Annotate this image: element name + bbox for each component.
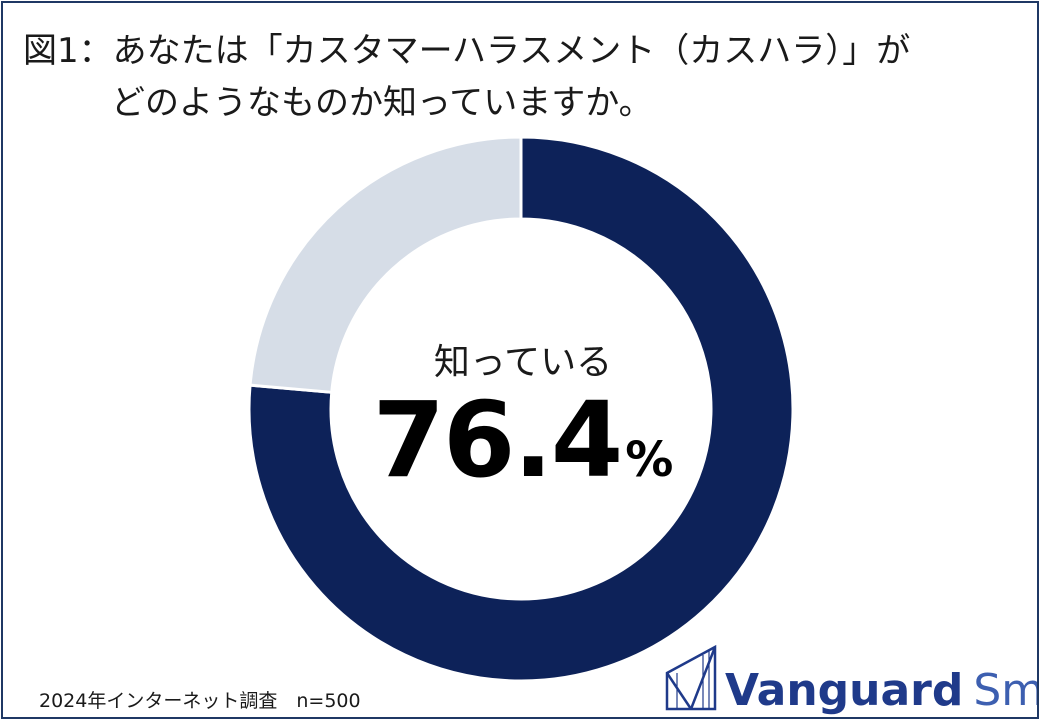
- chart-title-line1: 図1：あなたは「カスタマーハラスメント（カスハラ）」が: [23, 31, 911, 71]
- center-value-unit: %: [625, 432, 674, 488]
- center-value-number: 76.4: [372, 379, 624, 501]
- chart-title-line2: どのようなものか知っていますか。: [111, 83, 653, 123]
- donut-chart-svg: [247, 135, 795, 683]
- donut-slice-1: [248, 135, 523, 394]
- logo-text: VanguardSmith: [725, 665, 1039, 716]
- center-value: 76.4%: [343, 381, 703, 499]
- logo-brand: Vanguard: [725, 665, 964, 716]
- logo-mark-icon: [665, 644, 717, 711]
- survey-footnote: 2024年インターネット調査 n=500: [39, 690, 361, 712]
- donut-slice-0: [247, 135, 795, 683]
- company-logo: VanguardSmith: [663, 643, 1037, 717]
- logo-brand-secondary: Smith: [973, 665, 1039, 716]
- center-label: 知っている: [433, 342, 613, 383]
- donut-chart: [3, 3, 1037, 717]
